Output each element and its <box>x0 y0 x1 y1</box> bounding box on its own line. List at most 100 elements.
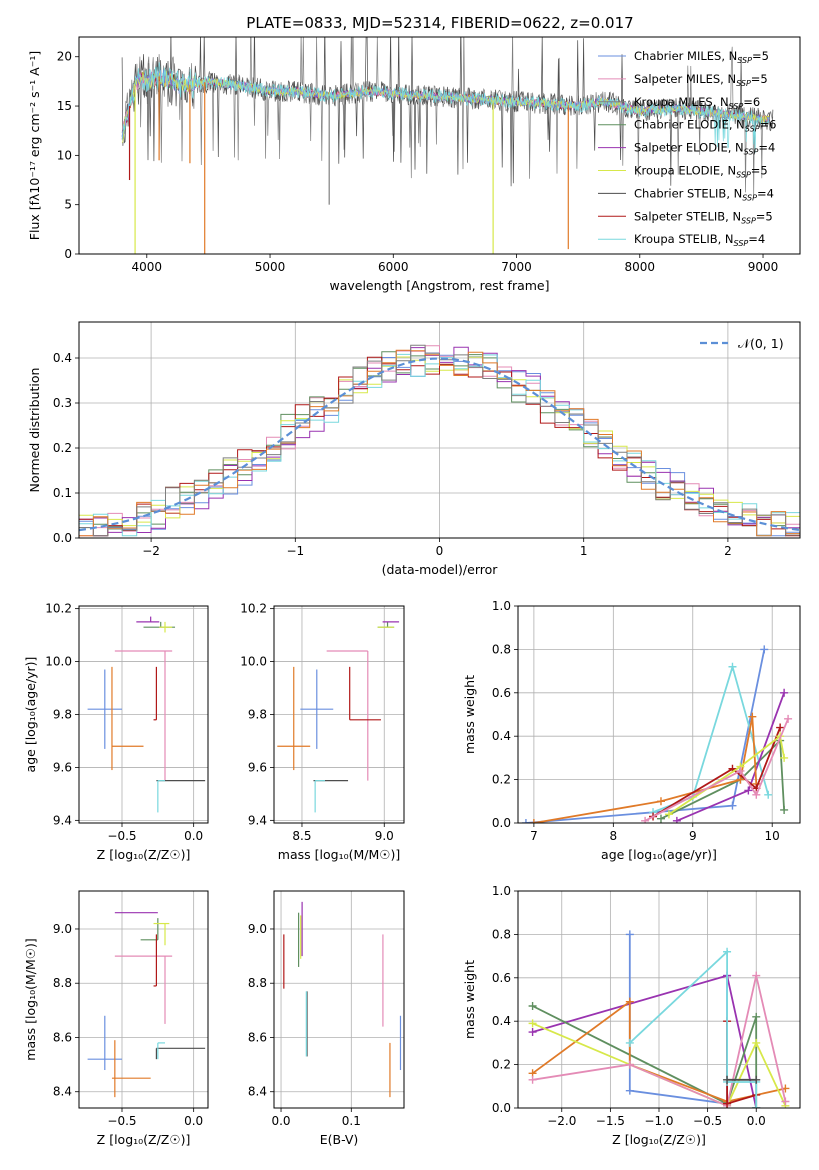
y-tick-label: 0.1 <box>53 486 72 500</box>
errorbar-point <box>277 666 311 771</box>
errorbar-point <box>153 666 157 721</box>
errorbar-point <box>140 918 159 941</box>
x-tick-label: 1 <box>580 544 588 558</box>
y-tick-label: 9.0 <box>53 922 72 936</box>
panel-mass_vs_Z: −0.5 0.0 8.4 8.6 8.8 9.0 Z [log₁₀(Z/Z☉)] mass [… <box>23 890 209 1147</box>
y-tick-label: 0.8 <box>492 927 511 941</box>
errorbar-point <box>157 1042 165 1060</box>
errorbar-point <box>377 621 395 628</box>
y-tick-label: 0.6 <box>492 686 511 700</box>
y-tick-label: 10.0 <box>240 655 267 669</box>
errorbar-point <box>326 650 369 781</box>
x-tick-label: 8.5 <box>292 829 311 843</box>
x-tick-label: 9000 <box>748 260 779 274</box>
weight-marker <box>664 810 673 819</box>
plot-area <box>283 901 402 1098</box>
histogram-series <box>79 344 800 537</box>
weight-marker <box>752 971 761 980</box>
y-axis-label: Flux [fλ10⁻¹⁷ erg cm⁻² s⁻¹ A⁻¹] <box>27 51 42 240</box>
y-tick-label: 9.0 <box>248 922 267 936</box>
errorbar-point <box>136 616 160 623</box>
legend: 𝒩(0, 1) <box>700 336 784 351</box>
weight-series <box>652 727 781 818</box>
x-tick-label: 5000 <box>255 260 286 274</box>
weight-marker <box>728 801 737 810</box>
x-tick-label: −0.5 <box>107 829 136 843</box>
y-tick-label: 8.6 <box>248 1030 267 1044</box>
legend-label: 𝒩(0, 1) <box>738 336 784 351</box>
weight-marker <box>752 1075 761 1084</box>
legend-label: Kroupa STELIB, NSSP=4 <box>634 232 765 248</box>
x-tick-label: −0.5 <box>107 1114 136 1128</box>
y-tick-label: 8.8 <box>248 976 267 990</box>
legend-label: Salpeter ELODIE, NSSP=4 <box>634 141 775 157</box>
x-tick-label: 4000 <box>132 260 163 274</box>
weight-series <box>668 734 785 816</box>
y-axis-label: mass weight <box>462 960 477 1039</box>
x-tick-label: 0 <box>436 544 444 558</box>
y-tick-label: 8.4 <box>53 1085 72 1099</box>
x-axis-label: (data-model)/error <box>382 562 499 577</box>
x-axis-label: Z [log₁₀(Z/Z☉)] <box>612 1132 706 1147</box>
x-tick-label: −1.5 <box>596 1114 625 1128</box>
x-tick-label: 9.0 <box>375 829 394 843</box>
weight-marker <box>528 1019 537 1028</box>
x-tick-label: −1 <box>286 544 304 558</box>
plot-area <box>277 621 400 813</box>
x-tick-label: 7000 <box>501 260 532 274</box>
y-tick-label: 0.4 <box>492 729 511 743</box>
weight-marker <box>752 1038 761 1047</box>
x-axis-label: age [log₁₀(age/yr)] <box>601 847 717 862</box>
spectrum-line <box>121 62 770 153</box>
weight-marker <box>528 1002 537 1011</box>
weight-marker <box>776 723 785 732</box>
weight-marker <box>780 753 789 762</box>
legend-label: Chabrier ELODIE, NSSP=6 <box>634 118 776 134</box>
y-axis-label: mass weight <box>462 675 477 754</box>
x-axis-label: Z [log₁₀(Z/Z☉)] <box>97 847 191 862</box>
weight-marker <box>625 1060 634 1069</box>
axes-frame <box>78 890 209 1109</box>
x-tick-label: 6000 <box>378 260 409 274</box>
errorbar-point <box>153 922 170 946</box>
y-axis-label: age [log₁₀(age/yr)] <box>23 657 38 773</box>
legend: Chabrier MILES, NSSP=5 Salpeter MILES, NS… <box>598 49 776 248</box>
y-tick-label: 0.2 <box>492 1058 511 1072</box>
y-tick-label: 10.0 <box>45 655 72 669</box>
axes-frame <box>78 36 801 255</box>
errorbar-point <box>111 1040 151 1098</box>
y-tick-label: 15 <box>57 99 72 113</box>
y-tick-label: 9.8 <box>248 708 267 722</box>
weight-marker <box>736 775 745 784</box>
plot-area <box>528 930 790 1108</box>
y-tick-label: 9.6 <box>248 760 267 774</box>
y-tick-label: 0 <box>64 247 72 261</box>
x-tick-label: −0.5 <box>693 1114 722 1128</box>
plot-area <box>87 912 206 1098</box>
errorbar-point <box>159 621 173 633</box>
x-axis-label: Z [log₁₀(Z/Z☉)] <box>97 1132 191 1147</box>
y-tick-label: 0.6 <box>492 971 511 985</box>
weight-marker <box>744 786 753 795</box>
errorbar-point <box>349 666 381 721</box>
axes-frame <box>517 605 801 824</box>
y-tick-label: 20 <box>57 50 72 64</box>
y-tick-label: 10 <box>57 148 72 162</box>
weight-series <box>532 974 758 1108</box>
legend-label: Kroupa ELODIE, NSSP=5 <box>634 164 768 180</box>
x-tick-label: 10 <box>765 829 780 843</box>
weight-marker <box>723 1099 732 1108</box>
y-tick-label: 5 <box>64 198 72 212</box>
plot-area <box>521 645 793 823</box>
y-tick-label: 0.2 <box>492 773 511 787</box>
x-axis-label: E(B-V) <box>320 1132 359 1147</box>
y-tick-label: 0.0 <box>492 1101 511 1115</box>
weight-marker <box>784 714 793 723</box>
errorbar-point <box>300 669 334 749</box>
errorbar-point <box>153 934 157 987</box>
y-tick-label: 0.8 <box>492 642 511 656</box>
y-tick-label: 10.2 <box>45 602 72 616</box>
x-tick-label: 0.0 <box>271 1114 290 1128</box>
x-tick-label: 8000 <box>625 260 656 274</box>
